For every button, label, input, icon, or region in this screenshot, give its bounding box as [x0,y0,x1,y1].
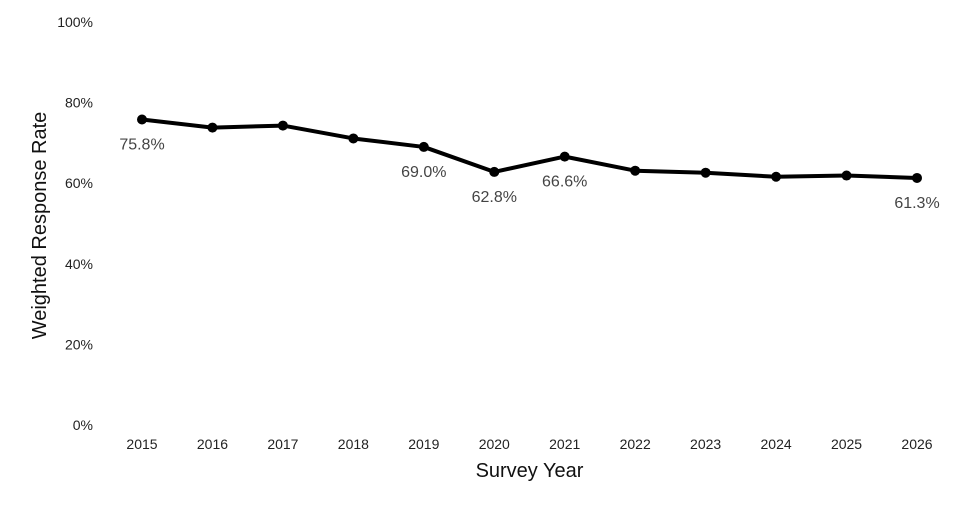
x-tick-label: 2021 [549,436,580,452]
y-tick-label: 80% [65,95,93,111]
data-point [841,170,852,181]
x-tick-label: 2018 [338,436,369,452]
y-axis-title: Weighted Response Rate [29,112,51,340]
data-label: 69.0% [401,164,446,181]
data-labels: 75.8% 69.0% 62.8% 66.6% 61.3% [119,137,939,212]
data-label: 62.8% [472,189,517,206]
data-point [912,172,922,183]
data-point [559,151,570,162]
data-point [489,166,500,177]
data-point [771,171,782,182]
x-tick-label: 2026 [901,436,932,452]
data-point [418,141,429,152]
x-tick-label: 2016 [197,436,228,452]
data-label: 61.3% [894,195,939,212]
data-point [348,133,359,144]
x-tick-label: 2025 [831,436,862,452]
data-point [137,114,147,125]
x-tick-label: 2023 [690,436,721,452]
x-tick-label: 2019 [408,436,439,452]
data-point [630,165,641,176]
y-tick-label: 40% [65,256,93,272]
x-axis: 2015 2016 2017 2018 2019 2020 2021 2022 2023 2024… [126,436,932,452]
x-axis-title: Survey Year [476,460,584,482]
x-tick-label: 2017 [267,436,298,452]
data-point [277,120,288,131]
series-layer [137,114,922,183]
x-tick-label: 2022 [620,436,651,452]
x-tick-label: 2020 [479,436,510,452]
data-point [700,167,711,178]
y-tick-label: 0% [73,417,93,433]
y-tick-label: 100% [57,14,93,30]
x-tick-label: 2015 [126,436,157,452]
series-line [140,117,919,180]
y-tick-label: 60% [65,175,93,191]
x-tick-label: 2024 [761,436,792,452]
data-label: 75.8% [119,137,164,154]
data-label: 66.6% [542,174,587,191]
data-point [207,122,218,133]
y-axis: 0% 20% 40% 60% 80% 100% [57,14,93,433]
y-tick-label: 20% [65,336,93,352]
